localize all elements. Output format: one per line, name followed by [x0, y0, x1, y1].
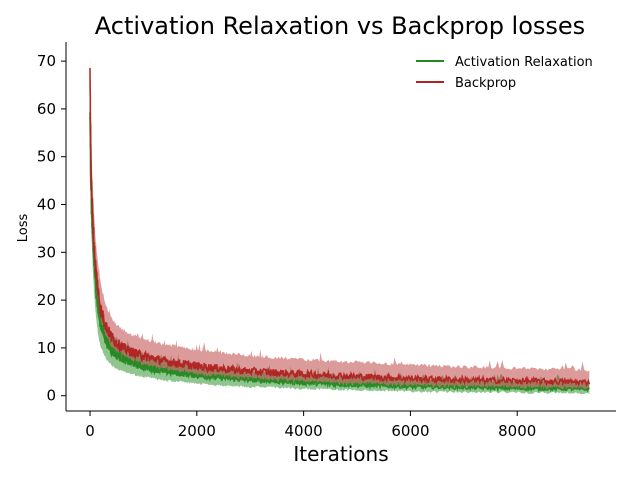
legend-label-activation-relaxation: Activation Relaxation [455, 55, 593, 70]
line-backprop [89, 67, 591, 387]
y-tick-label: 10 [37, 339, 56, 357]
y-tick-label: 30 [37, 243, 56, 261]
x-ticks: 0 2000 4000 6000 8000 [85, 411, 536, 440]
confidence-bands [90, 59, 590, 395]
x-tick-label: 2000 [178, 422, 216, 440]
y-ticks: 0 10 20 30 40 50 60 70 [37, 52, 66, 405]
chart-title: Activation Relaxation vs Backprop losses [95, 12, 585, 40]
plot-area [89, 59, 591, 395]
legend: Activation Relaxation Backprop [416, 55, 593, 91]
line-activation-relaxation [89, 112, 590, 393]
x-tick-label: 4000 [285, 422, 323, 440]
y-tick-label: 60 [37, 100, 56, 118]
y-tick-label: 70 [37, 52, 56, 70]
y-tick-label: 50 [37, 148, 56, 166]
y-tick-label: 0 [46, 387, 56, 405]
x-axis-label: Iterations [293, 442, 388, 466]
y-tick-label: 40 [37, 196, 56, 214]
x-tick-label: 8000 [498, 422, 536, 440]
series-lines [89, 67, 591, 393]
y-tick-label: 20 [37, 291, 56, 309]
x-tick-label: 6000 [391, 422, 429, 440]
band-backprop [90, 59, 590, 391]
y-axis-label: Loss [16, 214, 31, 243]
legend-label-backprop: Backprop [455, 76, 516, 91]
x-tick-label: 0 [85, 422, 95, 440]
